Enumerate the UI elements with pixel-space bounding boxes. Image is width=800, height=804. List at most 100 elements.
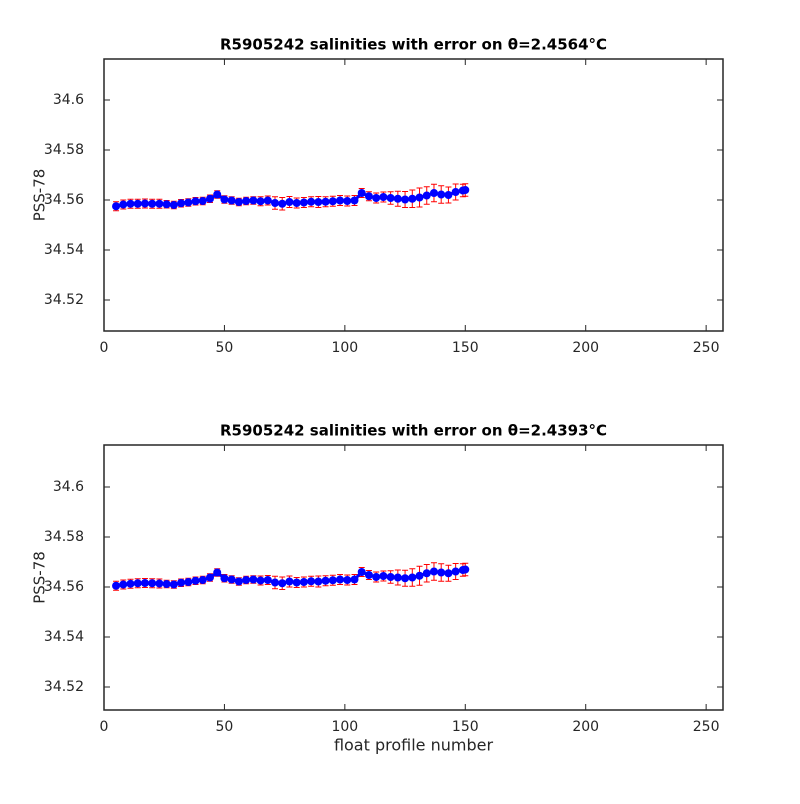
data-point: [386, 573, 395, 581]
x-tick-label: 0: [100, 340, 109, 356]
x-tick-label: 150: [452, 340, 479, 356]
data-point: [343, 197, 352, 205]
data-point: [162, 200, 171, 209]
data-point: [112, 581, 121, 590]
data-point: [314, 577, 323, 586]
data-point: [444, 569, 453, 578]
data-point: [408, 573, 417, 582]
data-point: [133, 579, 142, 588]
data-point: [415, 193, 424, 202]
data-point: [220, 195, 229, 204]
data-point: [191, 197, 200, 206]
data-point: [148, 199, 157, 208]
data-point: [119, 580, 128, 589]
x-tick-label: 200: [572, 719, 599, 735]
data-point: [451, 567, 460, 576]
data-point: [227, 575, 236, 584]
data-point: [220, 574, 229, 583]
y-axis-label: PSS-78: [31, 551, 49, 604]
axes-box: [103, 444, 724, 711]
y-tick-label: 34.6: [53, 92, 84, 108]
data-point: [461, 186, 470, 194]
x-tick-label: 100: [331, 340, 358, 356]
plot-area: 0 50 100 150 200 250 34.52 34.54 34.56 34.58 34.6 R…: [31, 36, 724, 356]
data-point: [249, 575, 258, 584]
y-axis-label: PSS-78: [31, 169, 49, 222]
data-point: [314, 198, 323, 206]
data-point: [357, 568, 366, 576]
data-point: [263, 576, 272, 584]
y-tick-label: 34.58: [44, 529, 84, 545]
y-tick-label: 34.54: [44, 629, 84, 645]
data-point: [169, 580, 178, 589]
y-tick-label: 34.56: [44, 192, 84, 208]
x-tick-label: 100: [331, 719, 358, 735]
data-point: [278, 579, 287, 588]
data-point: [126, 579, 135, 588]
y-tick-label: 34.54: [44, 242, 84, 258]
data-point: [191, 576, 200, 585]
x-tick-label: 50: [216, 719, 234, 735]
data-point: [386, 194, 395, 202]
data-point: [213, 568, 222, 577]
data-point: [227, 196, 236, 205]
data-point: [205, 194, 214, 203]
data-point: [350, 196, 359, 205]
x-axis-label: float profile number: [334, 736, 494, 755]
data-point: [126, 199, 135, 208]
data-point: [307, 197, 316, 206]
data-point: [415, 571, 424, 580]
data-point: [461, 565, 470, 574]
data-point: [350, 575, 359, 584]
data-point: [444, 191, 453, 199]
data-point: [271, 578, 280, 587]
data-point: [198, 576, 207, 584]
data-point: [133, 199, 142, 208]
data-point: [140, 579, 149, 587]
data-point: [364, 571, 373, 579]
data-point: [364, 192, 373, 201]
y-tick-label: 34.58: [44, 142, 84, 158]
data-point: [169, 201, 178, 209]
data-point: [205, 573, 214, 582]
axes-box: [103, 58, 724, 332]
data-point: [422, 569, 431, 578]
x-tick-label: 200: [572, 340, 599, 356]
data-point: [379, 572, 388, 580]
data-point: [112, 202, 121, 211]
data-point: [162, 580, 171, 588]
data-point: [256, 576, 265, 585]
data-point: [372, 573, 381, 581]
data-point: [242, 576, 251, 584]
x-tick-label: 250: [693, 340, 720, 356]
y-tick-label: 34.52: [44, 292, 84, 308]
data-point: [278, 199, 287, 208]
data-point: [299, 578, 308, 586]
data-point: [184, 578, 193, 586]
data-point: [271, 199, 280, 207]
data-point: [148, 579, 157, 588]
data-point: [343, 576, 352, 584]
data-point: [234, 198, 243, 206]
data-point: [336, 196, 345, 205]
data-point: [401, 195, 410, 204]
x-tick-label: 250: [693, 719, 720, 735]
y-tick-label: 34.56: [44, 579, 84, 595]
data-point: [328, 197, 337, 206]
data-point: [177, 199, 186, 208]
data-point: [119, 200, 128, 209]
data-point: [393, 573, 402, 582]
x-tick-label: 0: [100, 719, 109, 735]
data-point: [429, 189, 438, 197]
data-point: [451, 188, 460, 196]
data-point: [408, 194, 417, 203]
chart-title: R5905242 salinities with error on θ=2.43…: [220, 422, 607, 440]
data-point: [393, 194, 402, 203]
data-point: [328, 576, 337, 585]
data-point: [256, 197, 265, 206]
chart-title: R5905242 salinities with error on θ=2.45…: [220, 36, 607, 54]
plot-area: 0 50 100 150 200 250 34.52 34.54 34.56 34.58 34.6 R…: [31, 422, 724, 755]
data-point: [292, 578, 301, 587]
data-point: [177, 578, 186, 587]
